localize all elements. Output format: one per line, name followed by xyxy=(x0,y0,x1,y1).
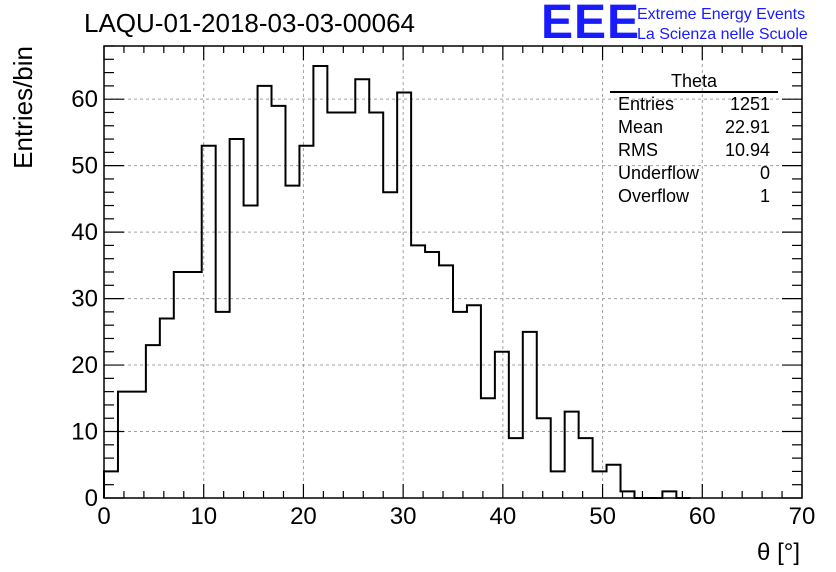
x-tick-label: 50 xyxy=(589,503,616,530)
y-tick-label: 60 xyxy=(71,86,98,113)
x-tick-label: 60 xyxy=(689,503,716,530)
chart-title: LAQU-01-2018-03-03-00064 xyxy=(84,8,415,38)
stats-value: 0 xyxy=(759,163,770,183)
eee-logo: EEE xyxy=(541,0,641,49)
x-tick-label: 10 xyxy=(190,503,217,530)
x-tick-label: 30 xyxy=(390,503,417,530)
stats-value: 1 xyxy=(759,186,770,206)
stats-row-mean: Mean 22.91 xyxy=(610,116,778,139)
stats-row-rms: RMS 10.94 xyxy=(610,139,778,162)
x-tick-label: 70 xyxy=(789,503,816,530)
stats-value: 1251 xyxy=(729,94,770,114)
stats-label: RMS xyxy=(618,140,658,160)
stats-row-overflow: Overflow 1 xyxy=(610,185,778,208)
stats-label: Entries xyxy=(618,94,675,114)
axis-ticks xyxy=(103,45,803,499)
histogram-line xyxy=(103,64,691,499)
stats-row-underflow: Underflow 0 xyxy=(610,162,778,185)
y-tick-label: 30 xyxy=(71,286,98,313)
y-axis-label: Entries/bin xyxy=(8,46,38,169)
x-tick-label: 40 xyxy=(490,503,517,530)
y-tick-labels: 0 10 20 30 40 50 60 xyxy=(71,86,98,512)
stats-label: Underflow xyxy=(618,163,700,183)
x-tick-label: 0 xyxy=(97,503,110,530)
y-tick-label: 40 xyxy=(71,219,98,246)
x-tick-labels: 0 10 20 30 40 50 60 70 xyxy=(97,503,815,530)
y-tick-label: 10 xyxy=(71,419,98,446)
stats-label: Mean xyxy=(618,117,664,137)
stats-label: Overflow xyxy=(618,186,690,206)
x-tick-label: 20 xyxy=(290,503,317,530)
stats-box-title: Theta xyxy=(610,72,778,93)
stats-box: Theta Entries 1251 Mean 22.91 RMS 10.94 … xyxy=(610,72,778,208)
y-tick-label: 0 xyxy=(85,485,98,512)
x-axis-label: θ [°] xyxy=(757,539,800,566)
logo-tagline-1: Extreme Energy Events xyxy=(637,6,806,23)
logo-tagline-2: La Scienza nelle Scuole xyxy=(637,26,808,43)
stats-value: 22.91 xyxy=(724,117,770,137)
stats-value: 10.94 xyxy=(724,140,770,160)
stats-row-entries: Entries 1251 xyxy=(610,93,778,116)
y-tick-label: 50 xyxy=(71,153,98,180)
y-tick-label: 20 xyxy=(71,352,98,379)
